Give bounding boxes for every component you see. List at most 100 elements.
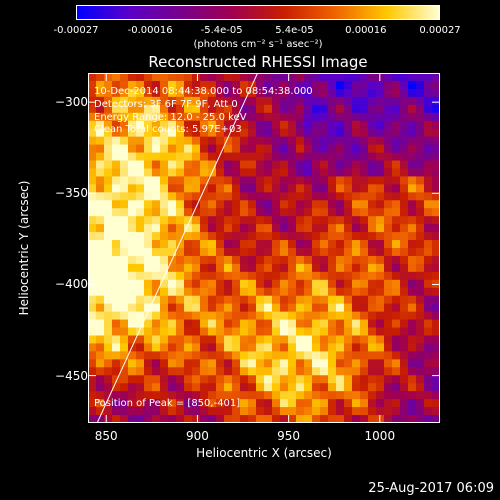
heatmap-cell (336, 383, 345, 392)
heatmap-cell (432, 248, 440, 257)
footer-timestamp: 25-Aug-2017 06:09 (368, 481, 494, 496)
heatmap-cell (424, 359, 433, 368)
heatmap-cell (104, 271, 113, 281)
heatmap-cell (392, 248, 401, 257)
heatmap-cell (128, 271, 137, 281)
heatmap-cell (352, 160, 361, 170)
heatmap-cell (184, 399, 193, 408)
heatmap-cell (384, 279, 393, 289)
heatmap-cell (160, 152, 169, 162)
heatmap-cell (272, 224, 281, 233)
heatmap-cell (240, 168, 249, 177)
heatmap-cell (288, 335, 297, 345)
heatmap-cell (336, 136, 345, 146)
heatmap-cell (424, 415, 433, 423)
heatmap-cell (264, 248, 273, 257)
heatmap-cell (120, 112, 129, 122)
heatmap-cell (224, 192, 233, 201)
heatmap-cell (352, 128, 361, 138)
heatmap-cell (352, 343, 361, 352)
heatmap-cell (152, 120, 161, 130)
heatmap-cell (392, 168, 401, 177)
heatmap-cell (344, 383, 353, 392)
heatmap-cell (384, 152, 393, 162)
heatmap-cell (344, 88, 353, 98)
colorbar-tick-label: 5.4e-05 (275, 25, 314, 36)
heatmap-cell (176, 168, 185, 177)
heatmap-cell (392, 375, 401, 384)
heatmap-cell (112, 136, 121, 146)
heatmap-cell (368, 271, 377, 281)
heatmap-cell (312, 271, 321, 281)
heatmap-cell (112, 367, 121, 376)
heatmap-cell (432, 104, 440, 114)
heatmap-cell (304, 80, 313, 90)
heatmap-cell (144, 255, 153, 265)
heatmap-cell (312, 80, 321, 90)
heatmap-cell (136, 399, 145, 408)
heatmap-cell (408, 184, 417, 193)
heatmap-cell (304, 232, 313, 241)
heatmap-cell (144, 160, 153, 170)
heatmap-cell (200, 335, 209, 345)
heatmap-cell (224, 88, 233, 98)
heatmap-cell (200, 120, 209, 130)
heatmap-cell (160, 216, 169, 225)
heatmap-cell (208, 240, 217, 249)
heatmap-cell (280, 287, 289, 297)
heatmap-cell (248, 303, 257, 313)
heatmap-cell (192, 160, 201, 170)
heatmap-cell (360, 216, 369, 225)
heatmap-cell (96, 73, 105, 82)
colorbar-tick-label: -0.00016 (127, 25, 173, 36)
heatmap-cell (352, 319, 361, 329)
heatmap-cell (152, 375, 161, 384)
heatmap-cell (144, 303, 153, 313)
heatmap-cell (168, 128, 177, 138)
heatmap-cell (104, 232, 113, 241)
heatmap-cell (192, 96, 201, 106)
heatmap-cell (424, 88, 433, 98)
heatmap-cell (368, 176, 377, 185)
heatmap-cell (288, 263, 297, 273)
heatmap-cell (416, 216, 425, 225)
heatmap-cell (328, 73, 337, 82)
heatmap-cell (320, 295, 329, 305)
heatmap-cell (328, 216, 337, 225)
heatmap-cell (424, 271, 433, 281)
heatmap-cell (192, 208, 201, 217)
heatmap-cell (352, 271, 361, 281)
heatmap-cell (136, 367, 145, 376)
heatmap-cell (200, 383, 209, 392)
heatmap-cell (384, 263, 393, 273)
heatmap-cell (232, 263, 241, 273)
heatmap-cell (352, 248, 361, 257)
heatmap-cell (216, 351, 225, 360)
heatmap-cell (88, 399, 97, 408)
heatmap-cell (408, 216, 417, 225)
heatmap-cell (192, 168, 201, 177)
heatmap-cell (376, 224, 385, 233)
heatmap-cell (336, 216, 345, 225)
heatmap-cell (176, 216, 185, 225)
heatmap-cell (368, 279, 377, 289)
heatmap-cell (144, 112, 153, 122)
heatmap-cell (344, 112, 353, 122)
heatmap-cell (120, 144, 129, 154)
heatmap-cell (112, 248, 121, 257)
heatmap-cell (176, 287, 185, 297)
heatmap-cell (272, 152, 281, 162)
heatmap-cell (288, 271, 297, 281)
heatmap-cell (376, 104, 385, 114)
heatmap-cell (176, 375, 185, 384)
heatmap-cell (408, 255, 417, 265)
heatmap-cell (104, 208, 113, 217)
heatmap-cell (96, 287, 105, 297)
heatmap-cell (248, 96, 257, 106)
heatmap-cell (328, 327, 337, 337)
heatmap-cell (344, 96, 353, 106)
heatmap-cell (304, 184, 313, 193)
heatmap-cell (360, 359, 369, 368)
heatmap-cell (96, 303, 105, 313)
heatmap-cell (104, 160, 113, 170)
